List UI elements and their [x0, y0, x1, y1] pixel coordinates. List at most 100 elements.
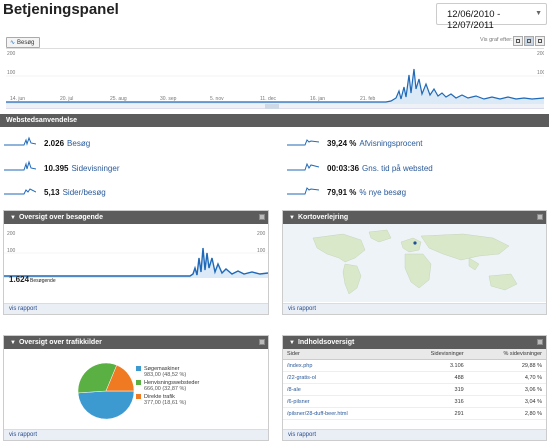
sparkline-visits: [4, 136, 36, 146]
date-range-text: 12/06/2010 - 12/07/2011: [447, 9, 501, 31]
kpi-bounce-rate-label: Afvisningsprocent: [359, 139, 423, 148]
content-table: Sider Sidevisninger % sidevisninger /ind…: [283, 349, 546, 420]
timeline-scroller[interactable]: [6, 104, 544, 109]
page-title: Betjeningspanel: [3, 1, 119, 18]
table-row: /6-pilsner 316 3,04 %: [283, 395, 546, 408]
y-mid-label: 100: [7, 70, 16, 76]
week-icon: [527, 39, 531, 43]
kpi-pages-per-visit-value: 5,13: [44, 188, 60, 197]
content-overview-header: ▼ Indholdsoversigt: [283, 336, 546, 349]
collapse-arrow-icon[interactable]: ▼: [10, 215, 16, 221]
collapse-arrow-icon[interactable]: ▼: [289, 215, 295, 221]
widget-menu-icon[interactable]: [259, 339, 265, 345]
content-overview-panel: ▼ Indholdsoversigt Sider Sidevisninger % …: [282, 335, 547, 441]
visitors-total-label: Besøgende: [30, 278, 56, 284]
visitors-y-mid-right: 100: [257, 248, 266, 254]
widget-menu-icon[interactable]: [537, 339, 543, 345]
legend-swatch-referral: [136, 380, 141, 385]
x-label-3: 30. sep: [160, 96, 177, 102]
kpi-avg-time-value: 00:03:36: [327, 164, 360, 173]
x-label-5: 11. dec: [260, 96, 277, 102]
traffic-sources-header: ▼ Oversigt over trafikkilder: [4, 336, 268, 349]
kpi-new-visits[interactable]: 79,91 %% nye besøg: [327, 188, 406, 197]
kpi-visits-label: Besøg: [67, 139, 91, 148]
page-link[interactable]: /index.php: [283, 359, 399, 372]
sparkline-pages-per-visit: [4, 188, 36, 195]
site-usage-title: Webstedsanvendelse: [6, 117, 78, 124]
traffic-pie-chart: [77, 362, 135, 420]
x-label-1: 20. jul: [60, 96, 73, 102]
legend-label-direct: Direkte trafik: [144, 394, 175, 400]
visitors-total: 1.624Besøgende: [9, 275, 56, 284]
kpi-pageviews[interactable]: 10.395 Sidevisninger: [44, 164, 120, 173]
graph-by-month-button[interactable]: [535, 36, 545, 46]
visitors-overview-header: ▼ Oversigt over besøgende: [4, 211, 268, 224]
pageviews-cell: 291: [398, 407, 468, 420]
visitors-report-link[interactable]: vis rapport: [4, 303, 268, 314]
map-overlay-panel: ▼ Kortoverlejring vis rapport: [282, 210, 547, 315]
sparkline-avg-time: [287, 162, 319, 171]
x-label-7: 21. feb: [360, 96, 376, 102]
legend-detail-direct: 377,00 (18,61 %): [144, 400, 187, 406]
col-header-page[interactable]: Sider: [283, 349, 399, 360]
date-range-picker[interactable]: 12/06/2010 - 12/07/2011 ▼: [436, 3, 547, 31]
metric-selector-button[interactable]: ∿ Besøg: [6, 37, 40, 48]
month-icon: [538, 39, 542, 43]
visitors-y-max-right: 200: [257, 231, 266, 237]
col-header-pageviews[interactable]: Sidevisninger: [398, 349, 468, 360]
widget-menu-icon[interactable]: [537, 214, 543, 220]
legend-label-referral: Henvisningswebsteder: [144, 380, 200, 386]
page-link[interactable]: /22-gratis-ol: [283, 371, 399, 384]
content-report-link[interactable]: vis rapport: [283, 429, 546, 440]
widget-menu-icon[interactable]: [259, 214, 265, 220]
legend-item-referral[interactable]: Henvisningswebsteder 666,00 (32,87 %): [136, 380, 199, 392]
visitors-y-mid: 100: [7, 248, 16, 254]
legend-item-search[interactable]: Søgemaskiner 983,00 (48,52 %): [136, 366, 199, 378]
kpi-bounce-rate-value: 39,24 %: [327, 139, 357, 148]
traffic-sources-title: Oversigt over trafikkilder: [18, 339, 102, 346]
pageviews-cell: 488: [398, 371, 468, 384]
pct-cell: 3,06 %: [467, 383, 546, 396]
kpi-avg-time-label: Gns. tid på websted: [362, 164, 433, 173]
sparkline-bounce-rate: [287, 139, 319, 146]
legend-swatch-search: [136, 366, 141, 371]
x-label-2: 25. aug: [110, 96, 127, 102]
graph-by-label: Vis graf efter:: [480, 37, 513, 43]
visitors-chart: 200 100 200 100: [4, 231, 268, 278]
traffic-legend: Søgemaskiner 983,00 (48,52 %) Henvisning…: [136, 366, 199, 406]
pct-cell: 4,70 %: [467, 371, 546, 384]
legend-swatch-direct: [136, 394, 141, 399]
content-overview-title: Indholdsoversigt: [297, 339, 355, 346]
collapse-arrow-icon[interactable]: ▼: [289, 340, 295, 346]
kpi-new-visits-value: 79,91 %: [327, 188, 357, 197]
chevron-down-icon: ▼: [535, 10, 542, 17]
collapse-arrow-icon[interactable]: ▼: [10, 340, 16, 346]
visitors-y-max: 200: [7, 231, 16, 237]
pageviews-cell: 319: [398, 383, 468, 396]
visitors-total-value: 1.624: [9, 275, 30, 284]
main-visits-chart: 200 100 200 100 14. jun 20. jul 25. aug …: [6, 48, 546, 104]
kpi-bounce-rate[interactable]: 39,24 % Afvisningsprocent: [327, 139, 423, 148]
kpi-new-visits-label: % nye besøg: [359, 188, 407, 197]
traffic-report-link[interactable]: vis rapport: [4, 429, 268, 440]
map-report-link[interactable]: vis rapport: [283, 303, 546, 314]
col-header-pct[interactable]: % sidevisninger: [467, 349, 546, 360]
page-link[interactable]: /pilsner/28-duff-beer.html: [283, 407, 399, 420]
kpi-pages-per-visit[interactable]: 5,13 Sider/besøg: [44, 188, 106, 197]
graph-by-week-button[interactable]: [524, 36, 534, 46]
kpi-visits[interactable]: 2.026 Besøg: [44, 139, 90, 148]
table-row: /8-ale 319 3,06 %: [283, 383, 546, 396]
y-max-label-right: 200: [537, 51, 544, 57]
pageviews-cell: 316: [398, 395, 468, 408]
kpi-avg-time[interactable]: 00:03:36 Gns. tid på websted: [327, 164, 433, 173]
page-link[interactable]: /6-pilsner: [283, 395, 399, 408]
map-overlay-header: ▼ Kortoverlejring: [283, 211, 546, 224]
graph-by-day-button[interactable]: [513, 36, 523, 46]
page-link[interactable]: /8-ale: [283, 383, 399, 396]
world-map[interactable]: [283, 224, 546, 302]
map-hotspot-denmark: [413, 241, 417, 245]
sparkline-new-visits: [287, 187, 319, 195]
legend-item-direct[interactable]: Direkte trafik 377,00 (18,61 %): [136, 394, 199, 406]
scroller-handle[interactable]: [265, 104, 279, 109]
visitors-overview-panel: ▼ Oversigt over besøgende 200 100 200 100…: [3, 210, 269, 315]
